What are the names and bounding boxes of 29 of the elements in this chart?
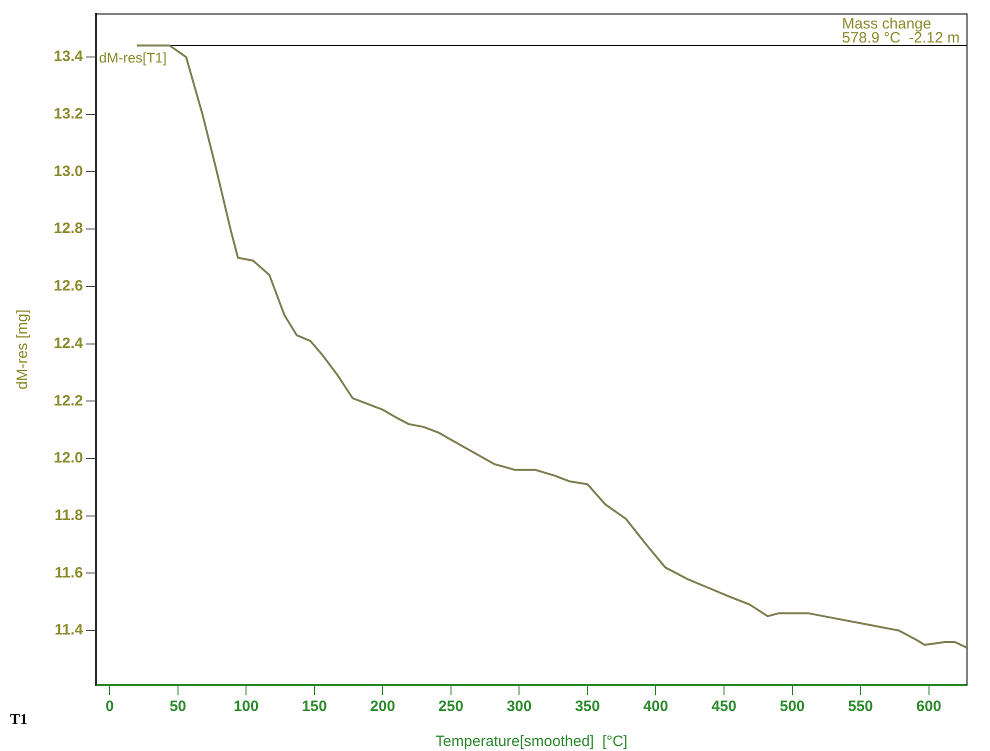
- y-tick-label: 13.2: [54, 106, 83, 123]
- x-tick-label: 450: [711, 698, 737, 716]
- x-tick-label: 250: [438, 698, 464, 716]
- x-tick-label: 200: [370, 698, 396, 716]
- y-axis-title: dM-res [mg]: [14, 309, 32, 390]
- y-tick-label: 11.4: [54, 622, 84, 639]
- series-label: dM-res[T1]: [99, 49, 167, 66]
- x-tick-label: 150: [302, 698, 327, 716]
- y-tick-label: 12.0: [54, 450, 83, 467]
- y-tick-label: 13.4: [54, 48, 84, 66]
- x-tick-label: 400: [643, 698, 668, 716]
- annotation: Mass change: [842, 16, 932, 33]
- x-tick-label: 350: [574, 698, 600, 716]
- x-tick-label: 550: [848, 698, 874, 716]
- x-tick-label: 100: [234, 698, 259, 716]
- y-tick-label: 11.6: [54, 564, 83, 582]
- y-tick-label: 12.2: [54, 392, 83, 410]
- x-tick-label: 0: [105, 698, 114, 716]
- text: T1: [10, 712, 28, 728]
- x-tick-label: 50: [170, 698, 186, 716]
- y-tick-label: 12.6: [54, 278, 83, 295]
- y-tick-label: 11.8: [54, 506, 83, 524]
- y-tick-label: 13.0: [54, 162, 83, 180]
- x-tick-label: 600: [916, 698, 942, 716]
- x-tick-label: 500: [780, 698, 805, 716]
- y-tick-label: 12.4: [54, 334, 84, 352]
- x-axis-title: Temperature[smoothed] [°C]: [436, 733, 628, 750]
- y-tick-label: 12.8: [54, 220, 83, 238]
- x-tick-label: 300: [506, 698, 532, 716]
